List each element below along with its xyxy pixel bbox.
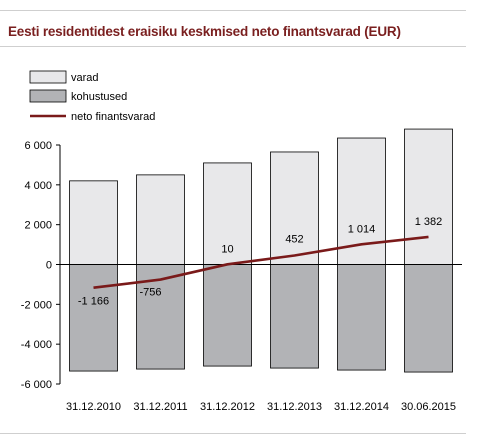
title-underline bbox=[0, 46, 466, 47]
x-tick-label: 30.06.2015 bbox=[401, 401, 456, 413]
bar-varad bbox=[136, 174, 185, 265]
bar-varad bbox=[203, 162, 252, 265]
data-label-neto: 452 bbox=[285, 233, 303, 245]
y-tick-label: -2 000 bbox=[21, 299, 52, 311]
bar-varad bbox=[69, 180, 118, 265]
y-tick-label: -4 000 bbox=[21, 339, 52, 351]
bar-kohustused bbox=[404, 264, 453, 373]
data-label-neto: 1 014 bbox=[348, 223, 376, 235]
bar-varad bbox=[270, 151, 319, 265]
top-rule bbox=[0, 10, 466, 11]
data-label-neto: 10 bbox=[221, 243, 233, 255]
x-tick-label: 31.12.2010 bbox=[66, 401, 121, 413]
y-tick-label: -6 000 bbox=[21, 379, 52, 391]
bar-varad bbox=[404, 128, 453, 265]
bottom-rule bbox=[0, 433, 466, 434]
legend-swatch-kohustused bbox=[29, 89, 67, 103]
data-label-neto: -756 bbox=[139, 287, 161, 299]
bar-kohustused bbox=[203, 264, 252, 367]
chart-title: Eesti residentidest eraisiku keskmised n… bbox=[8, 24, 401, 39]
data-label-neto: -1 166 bbox=[78, 296, 109, 308]
y-tick-label: 6 000 bbox=[24, 140, 52, 152]
legend-label-neto-finantsvarad: neto finantsvarad bbox=[71, 111, 155, 123]
legend-swatch-varad bbox=[29, 70, 67, 84]
x-tick-label: 31.12.2013 bbox=[267, 401, 322, 413]
bar-kohustused bbox=[69, 264, 118, 372]
y-tick-label: 0 bbox=[46, 260, 52, 272]
y-tick-label: 2 000 bbox=[24, 220, 52, 232]
data-label-neto: 1 382 bbox=[415, 216, 443, 228]
x-tick-label: 31.12.2012 bbox=[200, 401, 255, 413]
x-tick-label: 31.12.2014 bbox=[334, 401, 389, 413]
legend-label-kohustused: kohustused bbox=[71, 91, 127, 103]
line-neto-finantsvarad bbox=[93, 235, 429, 290]
y-tick-label: 4 000 bbox=[24, 180, 52, 192]
bar-kohustused bbox=[270, 264, 319, 369]
x-tick-label: 31.12.2011 bbox=[133, 401, 187, 413]
legend-label-varad: varad bbox=[71, 72, 99, 84]
bar-kohustused bbox=[337, 264, 386, 371]
